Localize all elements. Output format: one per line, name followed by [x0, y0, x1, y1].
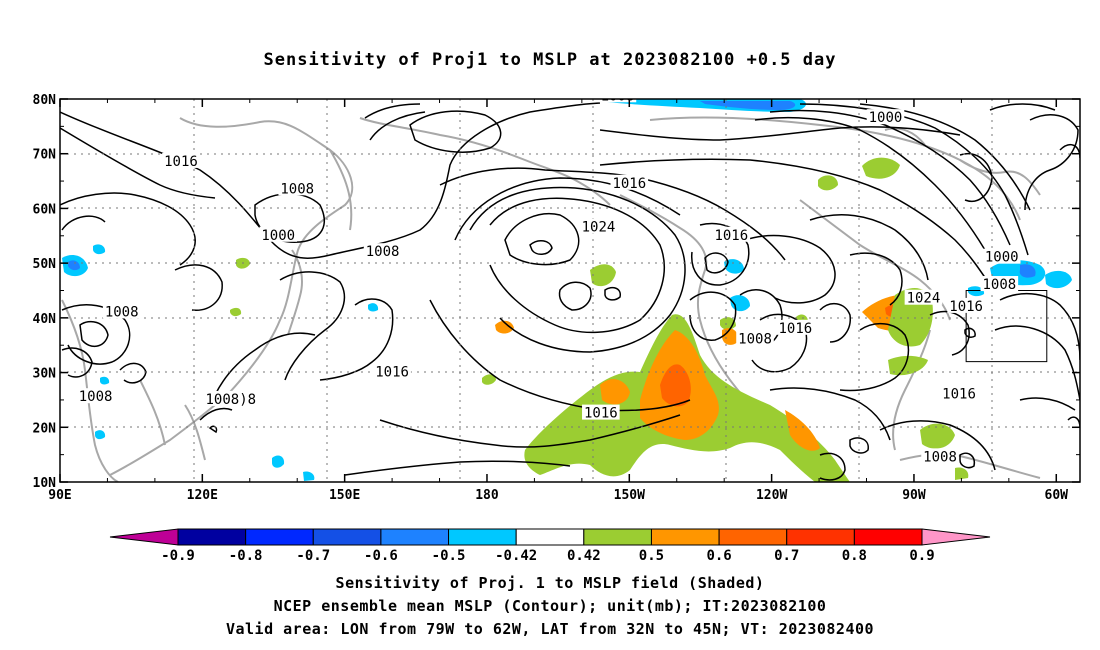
- contour-label-bg: [980, 276, 1019, 292]
- colorbar-segment: [245, 528, 314, 546]
- colorbar-min-arrow: [109, 528, 179, 546]
- x-tick-label: 120E: [187, 488, 218, 503]
- contour-label-bg: [363, 243, 402, 259]
- contour-label-bg: [776, 319, 815, 335]
- colorbar-segment: [177, 528, 247, 546]
- colorbar-label: -0.9: [161, 548, 195, 564]
- colorbar-segment: [853, 528, 923, 546]
- contour-labels: 1008 1000 1016 1008 1016 1000 1024 1016 1000 1008…: [76, 88, 1021, 465]
- contour-label-bg: [921, 448, 959, 464]
- x-tick-label: 90W: [902, 488, 926, 503]
- contour-label: 1016: [714, 228, 748, 244]
- contour-label-bg: [579, 218, 618, 234]
- contour-label: 1000: [985, 250, 1019, 266]
- contour-label: 1016: [612, 176, 646, 192]
- y-tick-label: 70N: [33, 148, 57, 163]
- contour-label: 1024: [582, 220, 616, 236]
- contour-label: 1016: [584, 406, 618, 422]
- colorbar-max-arrow: [921, 528, 991, 546]
- colorbar-label: -0.7: [296, 548, 330, 564]
- contour-label-bg: [904, 289, 943, 305]
- page-title: Sensitivity of Proj1 to MSLP at 20230821…: [263, 50, 837, 70]
- caption-valid-area: Valid area: LON from 79W to 62W, LAT fro…: [225, 620, 875, 638]
- x-tick-label: 60W: [1045, 488, 1069, 503]
- contour-label-bg: [278, 180, 317, 196]
- contour-label: 1008: [79, 389, 113, 405]
- colorbar-label: 0.8: [842, 548, 867, 564]
- x-tick-label: 90E: [48, 488, 71, 503]
- contour-label-bg: [736, 330, 774, 346]
- contour-label-bg: [582, 404, 620, 420]
- colorbar-segment: [448, 528, 517, 546]
- contour-label: 1008)8: [206, 392, 257, 408]
- colorbar-label: 0.7: [774, 548, 799, 564]
- coastlines: [61, 116, 1041, 482]
- colorbar-segment: [380, 528, 450, 546]
- caption-shading: Sensitivity of Proj. 1 to MSLP field (Sh…: [335, 574, 765, 592]
- colorbar-label: 0.42: [567, 548, 601, 564]
- contour-label: 1008: [982, 277, 1016, 293]
- x-tick-label: 120W: [756, 488, 787, 503]
- contour-label-bg: [712, 226, 751, 242]
- colorbar-label: 0.5: [639, 548, 664, 564]
- colorbar: -0.9 -0.8 -0.7 -0.6 -0.5 -0.42 0.42 0.5 0.6 0.7 0.…: [109, 528, 991, 564]
- contour-label: 1008: [105, 304, 139, 320]
- y-tick-label: 20N: [33, 421, 57, 436]
- x-tick-label: 150E: [329, 488, 360, 503]
- contour-label: 1016: [778, 321, 812, 337]
- mslp-contours: [60, 102, 1080, 481]
- colorbar-segment: [583, 528, 652, 546]
- contour-label-bg: [866, 109, 905, 125]
- colorbar-label: 0.9: [909, 548, 934, 564]
- contour-label: 1024: [907, 291, 941, 307]
- x-tick-label: 180: [475, 488, 499, 503]
- contour-label-bg: [162, 152, 200, 168]
- contour-label: 1008: [280, 181, 314, 197]
- y-tick-label: 50N: [33, 257, 57, 272]
- colorbar-label: -0.8: [229, 548, 263, 564]
- contour-label: 1000: [869, 110, 903, 126]
- contour-label-bg: [610, 174, 649, 190]
- colorbar-label: -0.5: [432, 548, 466, 564]
- contour-label-bg: [76, 388, 115, 404]
- colorbar-segment: [312, 528, 382, 546]
- contour-label: 1008: [738, 332, 772, 348]
- contour-label: 1016: [375, 365, 409, 381]
- colorbar-segment: [515, 528, 585, 546]
- contour-label-bg: [982, 248, 1021, 264]
- caption-contour: NCEP ensemble mean MSLP (Contour); unit(…: [273, 597, 827, 615]
- colorbar-segment: [786, 528, 855, 546]
- x-tick-label: 150W: [614, 488, 645, 503]
- contour-label-bg: [203, 390, 258, 406]
- contour-label: 1008: [923, 449, 957, 465]
- colorbar-label: 0.6: [706, 548, 731, 564]
- colorbar-segment: [718, 528, 788, 546]
- contour-label-bg: [598, 99, 637, 103]
- contour-label: 1016: [949, 299, 983, 315]
- contour-label: 1008: [601, 88, 635, 104]
- contour-label: 1016: [942, 386, 976, 402]
- colorbar-label: -0.6: [364, 548, 398, 564]
- y-tick-label: 40N: [33, 312, 57, 327]
- contour-label: 1016: [164, 154, 198, 170]
- contour-label-bg: [102, 303, 141, 319]
- contour-label-bg: [947, 297, 985, 313]
- map-axes: 90E 120E 150E 180 150W 120W 90W 60W 10N 20N 30N 40N…: [33, 93, 1080, 503]
- contour-label: 1008: [366, 244, 400, 260]
- contour-label-bg: [373, 363, 411, 379]
- colorbar-segment: [650, 528, 720, 546]
- contour-label-bg: [940, 385, 978, 401]
- contour-label: 1000: [261, 228, 295, 244]
- graticule: [60, 99, 1080, 482]
- colorbar-label: -0.42: [495, 548, 537, 564]
- y-tick-label: 10N: [33, 476, 57, 491]
- y-tick-label: 30N: [33, 367, 57, 382]
- contour-label-bg: [259, 226, 298, 242]
- y-tick-label: 60N: [33, 202, 57, 217]
- y-tick-label: 80N: [33, 93, 57, 108]
